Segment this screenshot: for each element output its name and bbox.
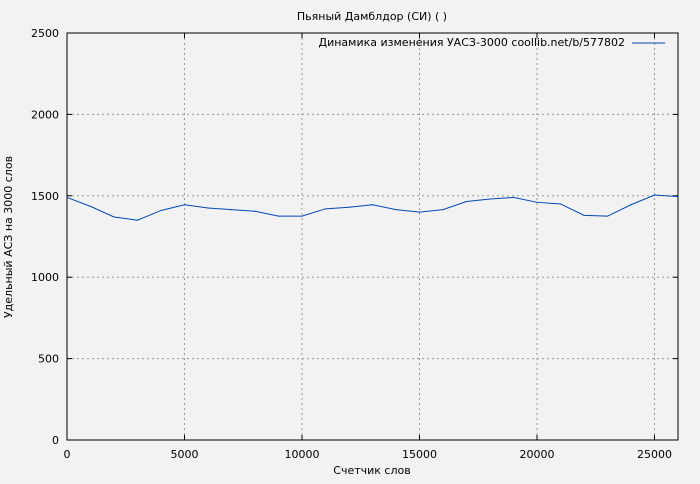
y-axis-label: Удельный АСЗ на 3000 слов [2, 156, 15, 318]
x-tick-label: 5000 [171, 448, 199, 461]
data-point [324, 208, 327, 210]
data-point [160, 209, 162, 212]
data-point [230, 209, 233, 211]
series-layer [66, 194, 679, 221]
data-point [113, 216, 115, 218]
legend: Динамика изменения УАСЗ-3000 coollib.net… [319, 36, 665, 49]
y-tick-label: 2500 [31, 27, 59, 40]
data-point [442, 209, 444, 211]
data-point [395, 209, 397, 211]
data-point [301, 215, 303, 217]
data-point [630, 204, 632, 206]
y-tick-label: 0 [52, 434, 59, 447]
data-point [418, 211, 421, 213]
data-point [136, 219, 139, 221]
x-tick-label: 0 [64, 448, 71, 461]
legend-label: Динамика изменения УАСЗ-3000 coollib.net… [319, 36, 626, 49]
grid [67, 33, 678, 440]
data-point [606, 215, 609, 217]
data-point [371, 204, 374, 206]
data-point [254, 210, 256, 212]
series-line [66, 194, 679, 221]
plot-frame [66, 32, 679, 441]
axis-ticks: 0 5000 10000 15000 20000 25000 0 500 1000 1500 200… [31, 27, 678, 461]
data-point [207, 207, 209, 209]
data-point [653, 194, 656, 196]
x-tick-label: 25000 [637, 448, 672, 461]
y-tick-label: 2000 [31, 108, 59, 121]
y-tick-label: 500 [38, 353, 59, 366]
data-point [277, 215, 280, 217]
data-point [465, 200, 468, 203]
data-point [677, 196, 679, 198]
data-point [183, 204, 186, 206]
data-point [559, 203, 562, 205]
y-tick-label: 1000 [31, 271, 59, 284]
x-axis-label: Счетчик слов [333, 464, 410, 477]
data-point [512, 196, 515, 199]
x-tick-label: 15000 [402, 448, 437, 461]
data-point [536, 201, 538, 203]
chart-title: Пьяный Дамблдор (СИ) ( ) [297, 10, 447, 23]
data-point [348, 206, 350, 208]
data-point [489, 198, 491, 200]
data-point [66, 196, 68, 199]
x-tick-label: 10000 [285, 448, 320, 461]
x-tick-label: 20000 [520, 448, 555, 461]
data-point [583, 214, 585, 216]
y-tick-label: 1500 [31, 190, 59, 203]
data-point [89, 205, 92, 207]
